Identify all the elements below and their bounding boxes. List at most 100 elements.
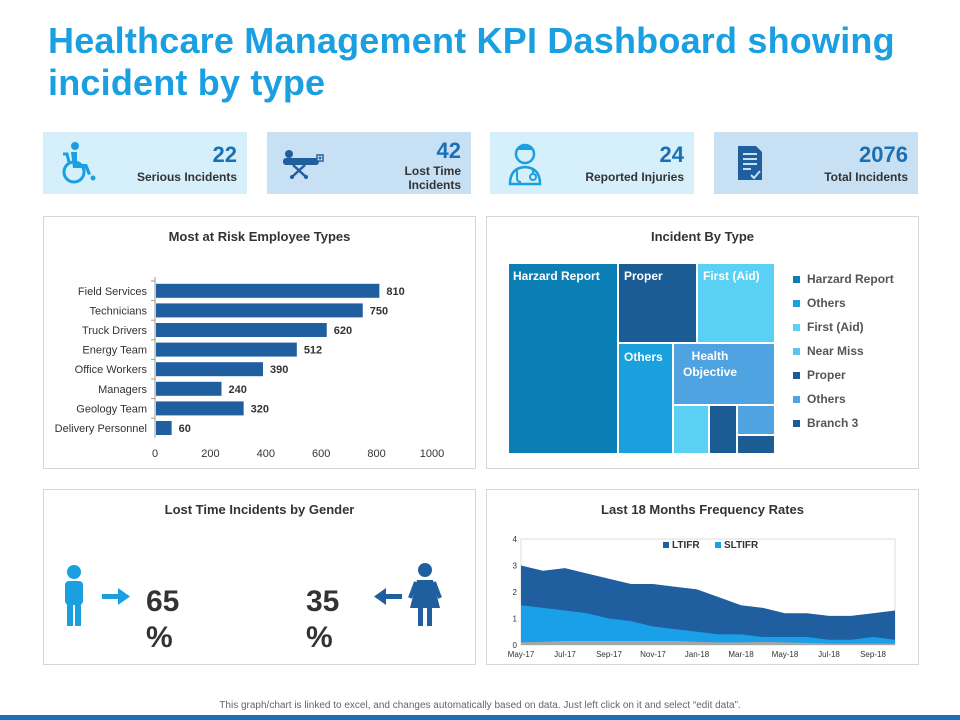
category-label: Delivery Personnel <box>55 423 147 435</box>
value-label: 512 <box>304 345 322 357</box>
tile-branch-3 <box>736 434 776 455</box>
tile-harzard-report <box>507 262 619 455</box>
category-label: Energy Team <box>82 345 147 357</box>
legend-label: Harzard Report <box>807 272 894 286</box>
tile-label: Proper <box>624 269 663 283</box>
value-label: 320 <box>251 403 269 415</box>
category-label: Managers <box>98 384 147 396</box>
value-label: 810 <box>386 286 404 298</box>
value-label: 60 <box>179 423 191 435</box>
kpi-total-incidents: 2076 Total Incidents <box>714 132 918 194</box>
tile-label: First (Aid) <box>703 269 760 283</box>
risk-employee-panel: Most at Risk Employee Types Field Servic… <box>43 216 476 469</box>
legend-label: Others <box>807 296 846 310</box>
female-percentage: 35% <box>306 585 340 654</box>
panel-title: Incident By Type <box>650 229 755 244</box>
frequency-rates-panel: Last 18 Months Frequency Rates 0 1 2 3 4 May-… <box>486 489 919 665</box>
x-tick-label: 800 <box>367 448 385 460</box>
value-label: 750 <box>370 305 388 317</box>
legend-swatch <box>793 372 800 379</box>
kpi-value: 2076 <box>859 142 908 167</box>
area-series-sltifr <box>521 605 895 645</box>
kpi-label: Total Incidents <box>824 170 908 184</box>
footer-bar <box>0 715 960 720</box>
gender-icons <box>65 563 442 626</box>
tile-near-miss <box>672 404 710 455</box>
x-tick-label: Jan-18 <box>685 650 710 659</box>
bar <box>156 283 380 298</box>
y-tick-label: 1 <box>513 615 518 624</box>
x-tick-label: Mar-18 <box>728 650 754 659</box>
legend-label: LTIFR <box>672 540 700 551</box>
x-tick-label: Nov-17 <box>640 650 666 659</box>
kpi-label: Serious Incidents <box>136 170 237 184</box>
panel-title: Last 18 Months Frequency Rates <box>601 502 804 517</box>
area-series-other <box>521 641 895 645</box>
tile-first-aid <box>696 262 776 344</box>
bar <box>156 362 264 377</box>
tile-proper-small <box>708 404 738 455</box>
tile-label: Harzard Report <box>513 269 600 283</box>
bar <box>156 303 363 318</box>
female-person-icon <box>408 563 442 626</box>
legend-swatch <box>663 542 669 548</box>
value-label: 390 <box>270 364 288 376</box>
panel-title: Lost Time Incidents by Gender <box>164 502 355 517</box>
kpi-label: Reported Injuries <box>585 170 684 184</box>
legend-swatch <box>793 300 800 307</box>
bar <box>156 421 172 435</box>
page-title: Healthcare Management KPI Dashboard show… <box>48 20 895 103</box>
incident-treemap: Harzard Report Proper First (Aid) Others… <box>507 262 894 455</box>
document-icon <box>738 146 762 180</box>
y-tick-label: 0 <box>513 641 518 650</box>
panel-title: Most at Risk Employee Types <box>168 229 351 244</box>
legend-label: Proper <box>807 368 846 382</box>
kpi-value: 22 <box>212 142 237 167</box>
tile-others-small <box>736 404 776 436</box>
x-tick-label: Sep-18 <box>860 650 886 659</box>
risk-bar-chart: Field Services 810 Technicians 750 Truck Dri… <box>55 277 444 460</box>
tile-health-objective <box>672 342 776 406</box>
legend-swatch <box>793 420 800 427</box>
category-label: Office Workers <box>75 364 148 376</box>
x-tick-label: Jul-17 <box>554 650 576 659</box>
kpi-reported-injuries: 24 Reported Injuries <box>490 132 694 194</box>
kpi-label: Lost Time Incidents <box>404 164 461 192</box>
legend-label: First (Aid) <box>807 320 864 334</box>
stretcher-icon <box>283 150 324 179</box>
y-tick-label: 3 <box>513 562 518 571</box>
y-tick-label: 2 <box>513 588 518 597</box>
legend-swatch <box>715 542 721 548</box>
bar <box>156 401 244 416</box>
wheelchair-icon <box>62 142 96 184</box>
category-label: Geology Team <box>76 403 147 415</box>
y-tick-label: 4 <box>513 535 518 544</box>
bar <box>156 323 327 337</box>
arrow-left-icon <box>374 588 402 605</box>
x-tick-label: May-18 <box>772 650 799 659</box>
x-tick-label: Sep-17 <box>596 650 622 659</box>
value-label: 240 <box>228 384 246 396</box>
frequency-area-chart: 0 1 2 3 4 May-17 Jul-17 Sep-17 Nov-17 Jan-18 Mar-1… <box>508 535 896 659</box>
category-label: Field Services <box>78 286 148 298</box>
male-percentage: 65% <box>146 585 180 654</box>
legend-label: Near Miss <box>807 344 864 358</box>
tile-label: Health Objective <box>683 349 737 379</box>
gender-panel: Lost Time Incidents by Gender 65% 35% <box>43 489 476 665</box>
legend-label: Others <box>807 392 846 406</box>
x-tick-label: 400 <box>257 448 275 460</box>
doctor-icon <box>508 143 542 186</box>
incident-type-panel: Incident By Type Harzard Report Proper F… <box>486 216 919 469</box>
legend-swatch <box>793 324 800 331</box>
legend-swatch <box>793 348 800 355</box>
bar <box>156 381 222 396</box>
kpi-serious-incidents: 22 Serious Incidents <box>43 132 247 194</box>
kpi-lost-time-incidents: 42 Lost Time Incidents <box>267 132 471 194</box>
legend-swatch <box>793 276 800 283</box>
kpi-value: 24 <box>659 142 684 167</box>
footer-note: This graph/chart is linked to excel, and… <box>219 700 741 711</box>
x-tick-label: Jul-18 <box>818 650 840 659</box>
value-label: 620 <box>334 325 352 337</box>
x-tick-label: May-17 <box>508 650 535 659</box>
legend-swatch <box>793 396 800 403</box>
